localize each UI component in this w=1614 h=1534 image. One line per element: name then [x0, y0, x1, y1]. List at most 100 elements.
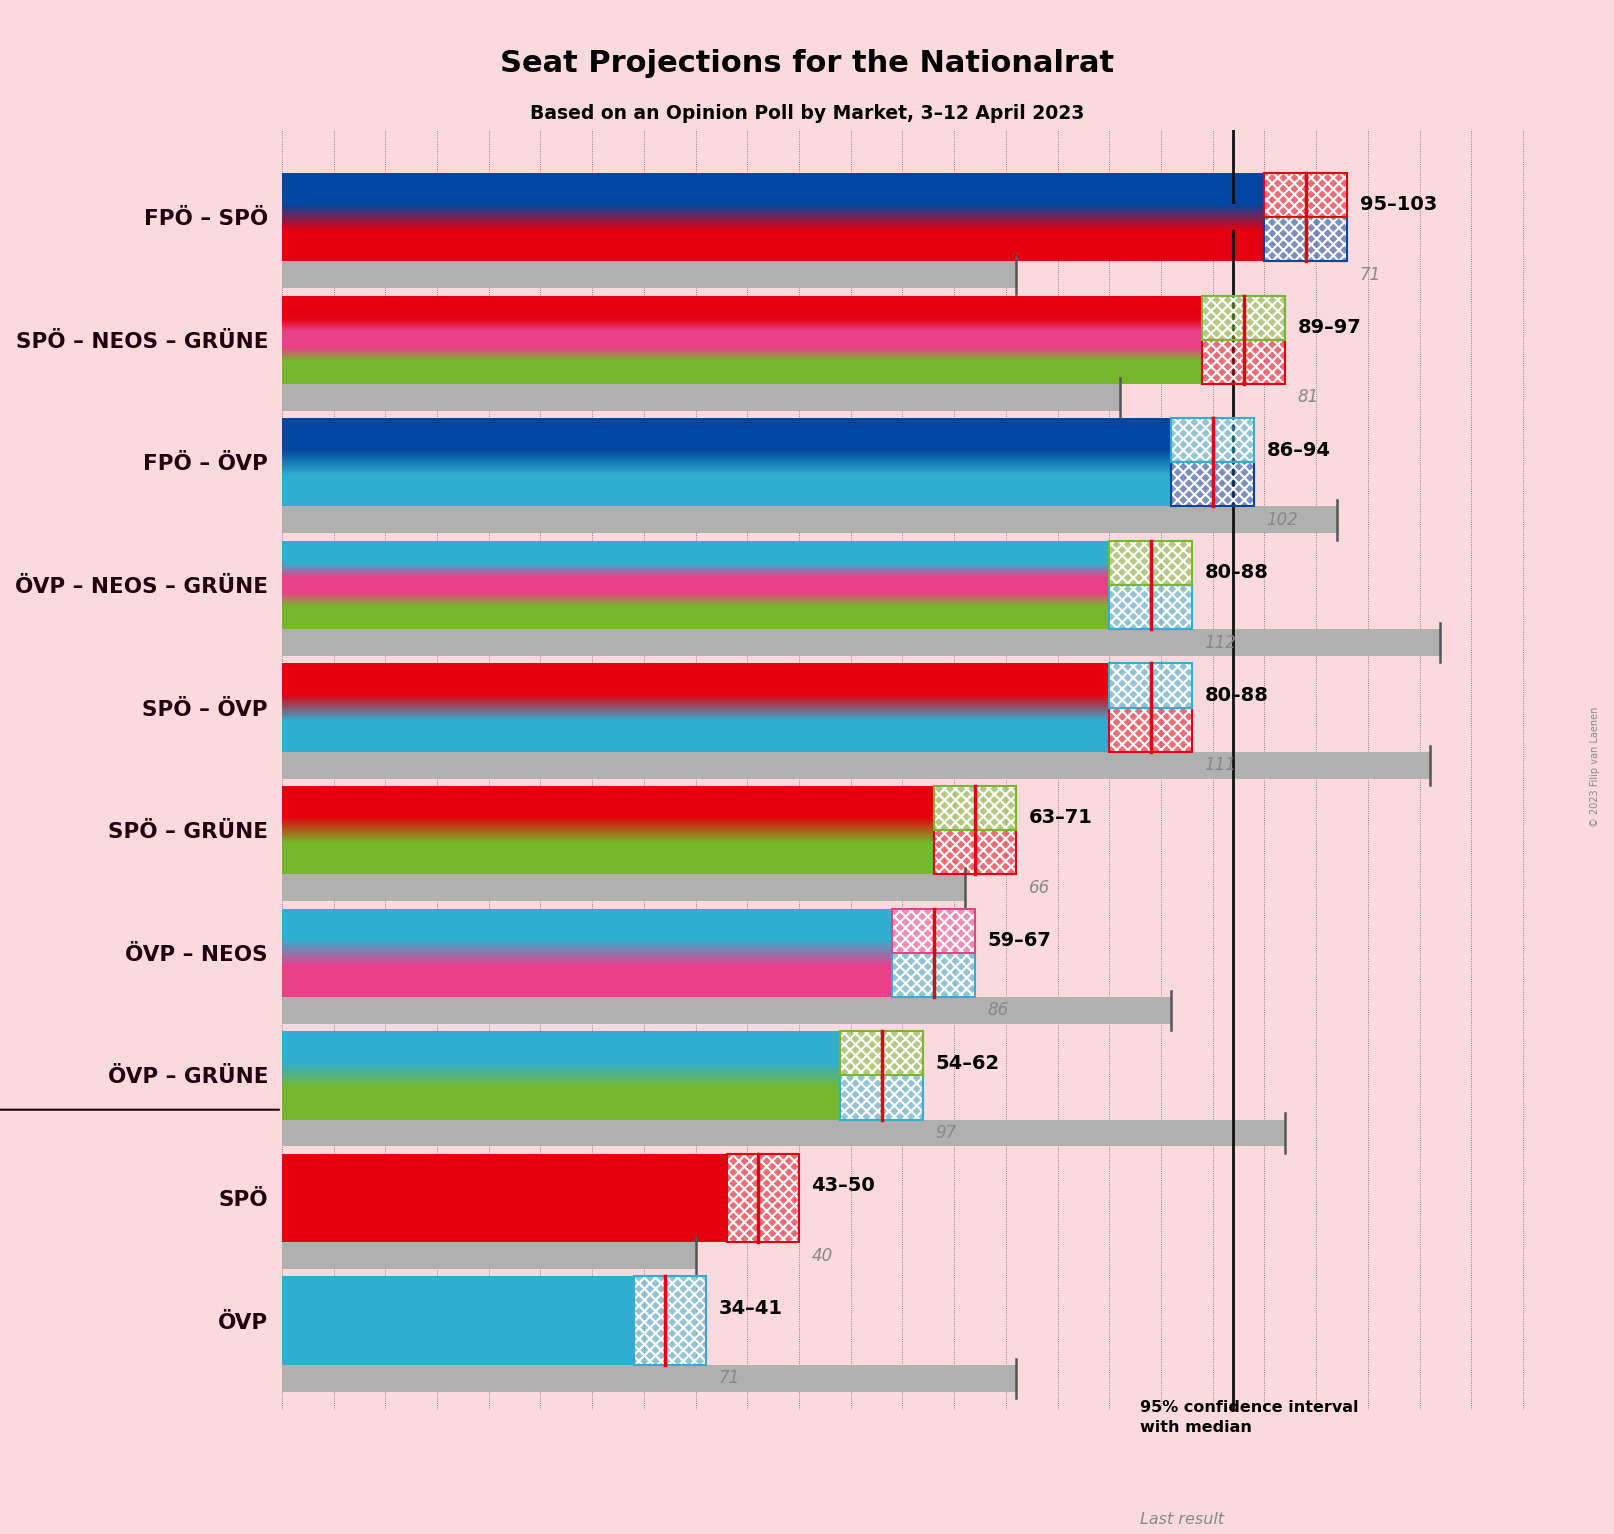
- Bar: [841, 1031, 923, 1075]
- Bar: [1202, 339, 1285, 384]
- Bar: [726, 1154, 799, 1243]
- Bar: [282, 325, 1202, 354]
- Bar: [282, 707, 1109, 752]
- Bar: [893, 908, 975, 953]
- Text: 89–97: 89–97: [1298, 318, 1361, 337]
- Bar: [893, 953, 975, 997]
- Bar: [933, 830, 1017, 874]
- Bar: [1172, 462, 1254, 506]
- Bar: [282, 462, 1172, 506]
- Bar: [893, 953, 975, 997]
- Text: 112: 112: [1204, 634, 1236, 652]
- Text: 66: 66: [1028, 879, 1051, 897]
- Bar: [282, 874, 965, 902]
- Bar: [282, 953, 893, 997]
- Text: 111: 111: [1204, 756, 1236, 775]
- Bar: [282, 173, 1264, 218]
- Bar: [282, 571, 1109, 600]
- Bar: [1202, 296, 1285, 339]
- Bar: [893, 953, 975, 997]
- Bar: [282, 296, 1202, 325]
- Text: 59–67: 59–67: [988, 931, 1051, 950]
- Bar: [841, 1075, 923, 1120]
- Bar: [282, 384, 1120, 411]
- Bar: [282, 785, 933, 830]
- Text: 86: 86: [988, 1002, 1009, 1020]
- Bar: [933, 830, 1017, 874]
- Text: Seat Projections for the Nationalrat: Seat Projections for the Nationalrat: [500, 49, 1114, 78]
- Bar: [1264, 173, 1348, 218]
- Text: © 2023 Filip van Laenen: © 2023 Filip van Laenen: [1590, 707, 1599, 827]
- Bar: [1109, 584, 1193, 629]
- Bar: [1172, 462, 1254, 506]
- Bar: [282, 1243, 696, 1269]
- Bar: [1172, 462, 1254, 506]
- Bar: [726, 1154, 799, 1243]
- Text: 86–94: 86–94: [1267, 440, 1330, 460]
- Text: Last result: Last result: [1141, 1513, 1225, 1526]
- Bar: [933, 785, 1017, 830]
- Bar: [282, 600, 1109, 629]
- Bar: [1109, 584, 1193, 629]
- Bar: [841, 1031, 923, 1075]
- Text: 80–88: 80–88: [1204, 686, 1269, 704]
- Text: 34–41: 34–41: [718, 1299, 783, 1318]
- Bar: [933, 785, 1017, 830]
- Bar: [841, 1031, 923, 1075]
- Bar: [1109, 707, 1193, 752]
- Bar: [893, 908, 975, 953]
- Bar: [282, 261, 1017, 288]
- Text: 81: 81: [1298, 388, 1319, 407]
- Text: 63–71: 63–71: [1028, 808, 1093, 827]
- Bar: [1109, 707, 1193, 752]
- Text: 95% confidence interval
with median: 95% confidence interval with median: [1141, 1401, 1359, 1436]
- Bar: [1264, 173, 1348, 218]
- Bar: [282, 663, 1109, 707]
- Bar: [282, 542, 1109, 571]
- Bar: [1264, 218, 1348, 261]
- Bar: [841, 1075, 923, 1120]
- Text: 97: 97: [936, 1124, 957, 1141]
- Bar: [1264, 218, 1348, 261]
- Bar: [1109, 584, 1193, 629]
- Bar: [1172, 419, 1254, 462]
- Bar: [841, 1075, 923, 1120]
- Bar: [282, 908, 893, 953]
- Text: 71: 71: [1359, 265, 1382, 284]
- Bar: [933, 830, 1017, 874]
- Bar: [282, 1075, 841, 1120]
- Bar: [634, 1276, 705, 1365]
- Bar: [282, 354, 1202, 384]
- Bar: [1109, 663, 1193, 707]
- Bar: [1172, 419, 1254, 462]
- Text: Based on an Opinion Poll by Market, 3–12 April 2023: Based on an Opinion Poll by Market, 3–12…: [529, 104, 1085, 123]
- Bar: [1109, 542, 1193, 584]
- Bar: [1202, 339, 1285, 384]
- Bar: [1109, 542, 1193, 584]
- Bar: [282, 1031, 841, 1075]
- Bar: [1141, 1419, 1223, 1474]
- Bar: [1172, 419, 1254, 462]
- Bar: [282, 1120, 1285, 1146]
- Text: 80–88: 80–88: [1204, 563, 1269, 583]
- Text: 102: 102: [1267, 511, 1298, 529]
- Bar: [1233, 1419, 1315, 1474]
- Bar: [1109, 542, 1193, 584]
- Text: 95–103: 95–103: [1359, 195, 1436, 215]
- Bar: [933, 785, 1017, 830]
- Bar: [282, 752, 1430, 779]
- Bar: [1109, 663, 1193, 707]
- Bar: [282, 1154, 726, 1243]
- Bar: [1264, 173, 1348, 218]
- Bar: [282, 997, 1172, 1023]
- Bar: [634, 1276, 705, 1365]
- Bar: [282, 1276, 634, 1365]
- Bar: [893, 908, 975, 953]
- Bar: [1202, 296, 1285, 339]
- Text: 71: 71: [718, 1370, 739, 1387]
- Bar: [282, 506, 1336, 534]
- Bar: [1109, 707, 1193, 752]
- Bar: [726, 1154, 799, 1243]
- Bar: [1141, 1482, 1451, 1508]
- Text: 54–62: 54–62: [936, 1054, 999, 1072]
